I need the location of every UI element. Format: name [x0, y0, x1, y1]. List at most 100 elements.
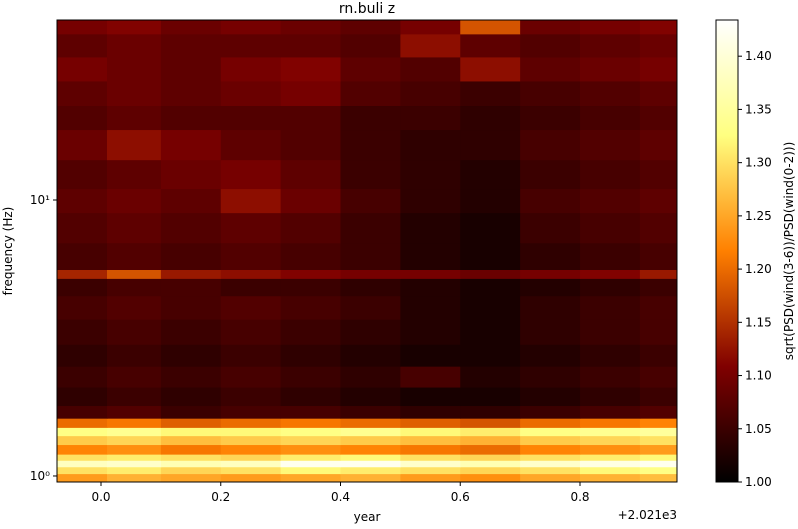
heatmap-cell	[220, 269, 282, 279]
heatmap-cell	[520, 278, 581, 297]
heatmap-cell	[520, 366, 581, 388]
heatmap-cell	[520, 418, 581, 428]
heatmap-cell	[160, 319, 222, 345]
heatmap-cell	[280, 344, 342, 367]
heatmap-cell	[400, 473, 461, 483]
heatmap-cell	[340, 319, 401, 345]
heatmap-cell	[57, 188, 108, 214]
heatmap-cell	[580, 33, 641, 58]
heatmap-cell	[639, 188, 678, 214]
heatmap-cell	[400, 56, 461, 82]
heatmap-cell	[160, 418, 222, 428]
heatmap-cell	[400, 80, 461, 107]
heatmap-cell	[639, 460, 678, 468]
heatmap-cell	[57, 405, 108, 419]
heatmap-cell	[280, 466, 342, 475]
heatmap-cell	[520, 159, 581, 190]
heatmap-cell	[160, 387, 222, 407]
heatmap-cell	[160, 188, 222, 214]
colorbar-tick-label: 1.15	[745, 315, 772, 329]
heatmap-cell	[160, 295, 222, 320]
heatmap-cell	[460, 344, 521, 367]
heatmap-cell	[520, 454, 581, 461]
heatmap-cell	[580, 460, 641, 468]
heatmap-cell	[57, 80, 108, 107]
colorbar-tick-label: 1.20	[745, 262, 772, 276]
heatmap-cell	[106, 159, 162, 190]
heatmap-cell	[280, 33, 342, 58]
heatmap-cell	[400, 405, 461, 419]
heatmap-cell	[460, 212, 521, 244]
heatmap-cell	[280, 129, 342, 161]
x-tick-label: 0.8	[570, 490, 589, 504]
heatmap-cell	[460, 295, 521, 320]
heatmap-cell	[340, 435, 401, 446]
heatmap-cell	[460, 33, 521, 58]
x-tick-label: 0.4	[331, 490, 350, 504]
heatmap-cell	[220, 188, 282, 214]
heatmap-cell	[220, 212, 282, 244]
colorbar	[715, 19, 739, 483]
heatmap-cell	[106, 212, 162, 244]
heatmap-cell	[106, 405, 162, 419]
heatmap-cell	[639, 366, 678, 388]
heatmap-cell	[580, 295, 641, 320]
heatmap-cell	[220, 435, 282, 446]
heatmap-cell	[106, 188, 162, 214]
heatmap-cell	[340, 242, 401, 270]
heatmap-cell	[580, 387, 641, 407]
heatmap-cell	[280, 105, 342, 131]
heatmap-cell	[220, 427, 282, 437]
heatmap-cell	[57, 344, 108, 367]
x-axis-label: year	[354, 510, 381, 524]
heatmap-cell	[106, 33, 162, 58]
heatmap-cell	[520, 427, 581, 437]
heatmap-cell	[340, 418, 401, 428]
heatmap-cell	[520, 466, 581, 475]
heatmap-cell	[280, 159, 342, 190]
heatmap-cell	[520, 344, 581, 367]
heatmap-cell	[340, 80, 401, 107]
heatmap-cell	[106, 418, 162, 428]
heatmap-cell	[280, 56, 342, 82]
heatmap-cell	[520, 387, 581, 407]
heatmap-cell	[160, 444, 222, 455]
heatmap-cell	[460, 460, 521, 468]
heatmap-cell	[340, 473, 401, 483]
heatmap-cell	[520, 444, 581, 455]
colorbar-tick-label: 1.05	[745, 422, 772, 436]
heatmap-cell	[220, 319, 282, 345]
heatmap-cell	[340, 105, 401, 131]
heatmap-cell	[160, 278, 222, 297]
heatmap-cell	[340, 405, 401, 419]
heatmap-cell	[220, 129, 282, 161]
heatmap-cell	[400, 466, 461, 475]
heatmap-cell	[57, 454, 108, 461]
heatmap-cell	[106, 319, 162, 345]
heatmap-cell	[160, 454, 222, 461]
heatmap-cell	[400, 212, 461, 244]
heatmap-cell	[280, 435, 342, 446]
heatmap-cell	[160, 344, 222, 367]
heatmap-cell	[400, 427, 461, 437]
heatmap-cell	[520, 473, 581, 483]
heatmap-cell	[106, 444, 162, 455]
heatmap-cell	[340, 278, 401, 297]
heatmap-cell	[580, 444, 641, 455]
heatmap-cell	[400, 278, 461, 297]
heatmap-cell	[580, 473, 641, 483]
heatmap-cell	[57, 20, 108, 35]
heatmap-cell	[400, 105, 461, 131]
heatmap-cell	[280, 405, 342, 419]
colorbar-tick-label: 1.25	[745, 209, 772, 223]
heatmap-cell	[520, 435, 581, 446]
heatmap-cell	[520, 460, 581, 468]
heatmap-cell	[580, 427, 641, 437]
heatmap-cell	[106, 460, 162, 468]
heatmap-cell	[220, 80, 282, 107]
heatmap-cell	[460, 454, 521, 461]
heatmap-cell	[340, 33, 401, 58]
heatmap-cell	[580, 242, 641, 270]
heatmap-cell	[280, 444, 342, 455]
heatmap-cell	[280, 295, 342, 320]
